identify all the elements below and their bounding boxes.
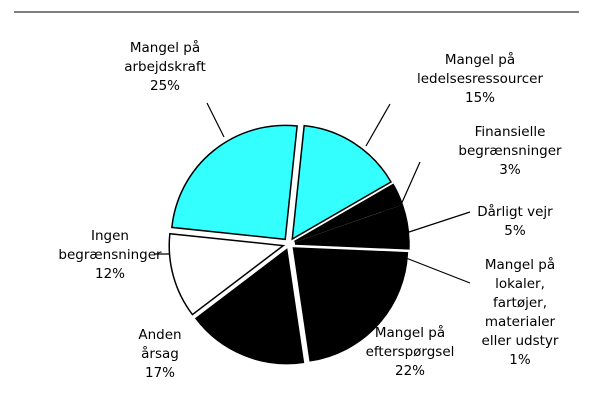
slice-label: efterspørgsel — [366, 344, 455, 360]
pie-slice — [294, 183, 404, 243]
slice-label: Mangel på — [445, 51, 515, 68]
pie-slice — [168, 232, 286, 316]
slice-label: Finansielle — [475, 124, 546, 140]
value-label: 22% — [395, 363, 425, 379]
pie-slice — [294, 204, 410, 244]
pie-slice — [292, 247, 409, 362]
slice-label: begrænsninger — [58, 247, 162, 263]
slice-label: Anden — [138, 327, 181, 343]
leader-line — [365, 103, 391, 147]
slice-label: Mangel på — [130, 39, 200, 56]
slice-label: begrænsninger — [458, 143, 562, 159]
leader-line — [405, 211, 471, 234]
leader-line — [206, 102, 225, 138]
slice-label: materialer — [485, 314, 556, 330]
slice-label: lokaler, — [495, 276, 545, 292]
value-label: 25% — [150, 78, 180, 94]
value-label: 3% — [499, 162, 521, 178]
slice-label: Ingen — [91, 228, 129, 244]
pie-slice — [194, 248, 305, 365]
slice-label: fartøjer, — [493, 295, 547, 311]
slice-label: Mangel på — [375, 324, 445, 341]
slice-label: eller udstyr — [482, 333, 559, 349]
leaders — [155, 102, 471, 284]
slice-label: Dårligt vejr — [477, 203, 553, 220]
value-label: 12% — [95, 266, 125, 282]
slice-label: årsag — [141, 345, 179, 362]
value-label: 17% — [145, 365, 175, 381]
slice-label: arbejdskraft — [124, 59, 206, 75]
pie-slice — [294, 240, 410, 250]
pie-slice — [171, 124, 298, 241]
leader-line — [399, 161, 421, 208]
value-label: 1% — [509, 352, 531, 368]
slice-label: Mangel på — [485, 256, 555, 273]
slice-label: ledelsesressourcer — [417, 71, 543, 87]
value-label: 5% — [504, 223, 526, 239]
leader-line — [405, 257, 471, 284]
pie-slice — [291, 124, 393, 241]
value-label: 15% — [465, 90, 495, 106]
